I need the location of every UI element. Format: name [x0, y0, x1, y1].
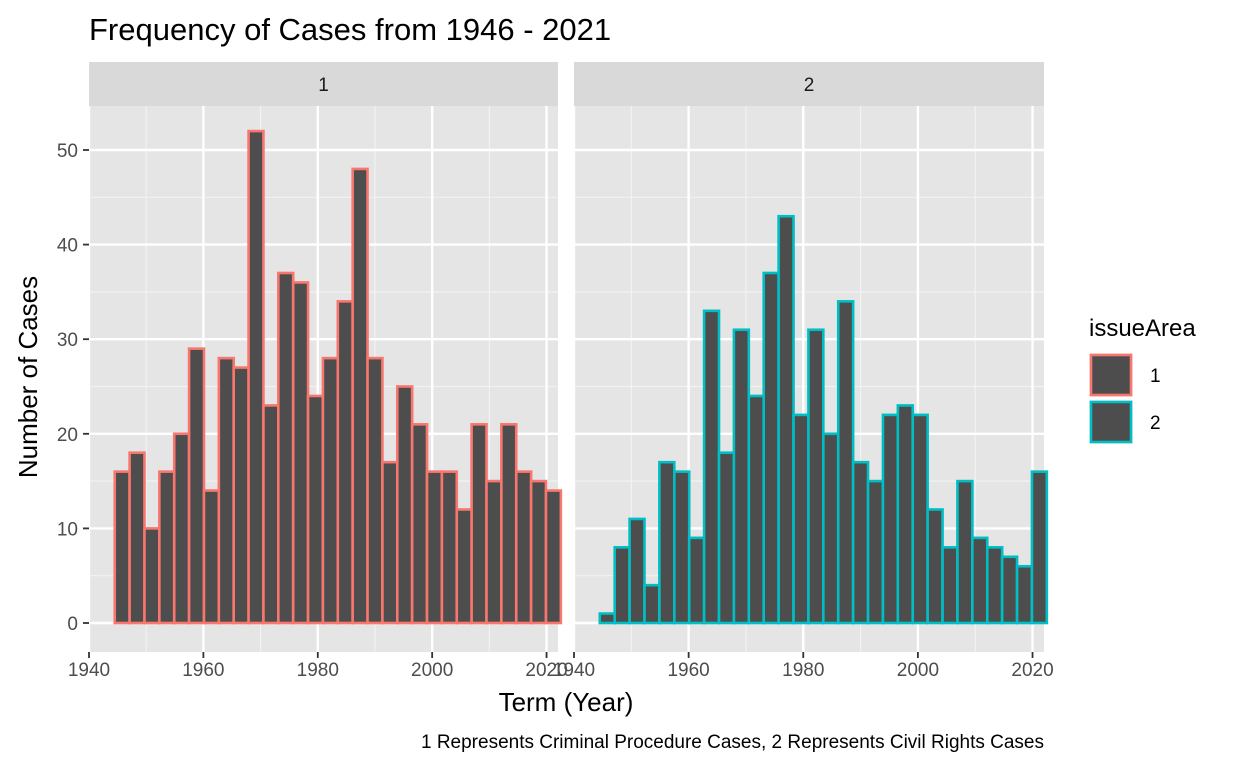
- histogram-bar: [291, 281, 310, 625]
- x-tick-label: 1940: [553, 660, 595, 681]
- histogram-bar: [792, 413, 810, 625]
- histogram-bar: [732, 328, 751, 625]
- histogram-bar: [747, 394, 766, 625]
- histogram-bar: [628, 517, 646, 625]
- histogram-bar: [971, 536, 989, 625]
- histogram-bar: [1000, 555, 1019, 625]
- histogram-bar: [158, 470, 176, 625]
- facet-panel-1: 1 1940 1960 1980 2000 2020 0 10 20 30 40 50: [57, 62, 568, 681]
- histogram-bar: [321, 356, 340, 625]
- histogram-bar: [544, 489, 563, 625]
- histogram-bar: [911, 413, 929, 625]
- legend-label: 1: [1150, 366, 1161, 387]
- legend-title: issueArea: [1089, 315, 1196, 342]
- x-axis-label: Term (Year): [499, 687, 634, 717]
- histogram-bar: [851, 460, 870, 625]
- x-tick-label: 1960: [182, 660, 224, 681]
- histogram-bar: [247, 129, 265, 625]
- histogram-bar: [128, 451, 146, 625]
- facet-panel-2: 2 1940 1960 1980 2000 2020: [553, 62, 1054, 681]
- facet-strip-2: [574, 62, 1044, 106]
- histogram-bar: [202, 489, 221, 625]
- histogram-bar: [277, 271, 295, 625]
- histogram-bar: [598, 612, 616, 625]
- y-tick-label: 50: [57, 141, 78, 162]
- histogram-bar: [762, 271, 780, 625]
- histogram-bar: [956, 479, 974, 625]
- histogram-bar: [470, 423, 488, 625]
- legend-key: [1089, 400, 1133, 444]
- legend-label: 2: [1150, 413, 1161, 434]
- histogram-bar: [896, 404, 915, 625]
- chart-title: Frequency of Cases from 1946 - 2021: [89, 12, 611, 47]
- legend-key: [1089, 353, 1133, 397]
- histogram-bar: [113, 470, 131, 625]
- histogram-bar: [529, 479, 548, 625]
- histogram-bar: [941, 546, 959, 625]
- x-tick-label: 1960: [667, 660, 709, 681]
- histogram-bar: [485, 479, 503, 625]
- histogram-bar: [673, 470, 691, 625]
- histogram-bar: [187, 347, 206, 625]
- histogram-bar: [351, 167, 369, 625]
- chart-caption: 1 Represents Criminal Procedure Cases, 2…: [421, 732, 1044, 753]
- histogram-bar: [172, 432, 191, 625]
- histogram-bar: [455, 508, 473, 625]
- y-tick-label: 20: [57, 425, 78, 446]
- histogram-bar: [613, 546, 631, 625]
- histogram-bar: [381, 460, 399, 625]
- histogram-bar: [1030, 470, 1049, 625]
- legend: issueArea 1 2: [1089, 315, 1196, 444]
- facet-strip-1: [89, 62, 558, 106]
- histogram-bar: [777, 214, 795, 625]
- histogram-bar: [336, 300, 354, 625]
- legend-item-1: 1: [1089, 353, 1161, 397]
- histogram-bar: [822, 432, 840, 625]
- histogram-bar: [262, 404, 280, 625]
- histogram-bar: [717, 451, 736, 625]
- histogram-bar: [643, 583, 661, 625]
- y-tick-label: 0: [67, 614, 78, 635]
- legend-item-2: 2: [1089, 400, 1161, 444]
- histogram-bar: [687, 536, 706, 625]
- facet-strip-label: 2: [804, 75, 815, 96]
- x-tick-label: 1980: [782, 660, 824, 681]
- y-axis-label: Number of Cases: [13, 276, 43, 478]
- histogram-bar: [232, 366, 250, 625]
- histogram-bar: [926, 508, 944, 625]
- histogram-bar: [143, 527, 161, 625]
- histogram-bar: [217, 356, 236, 625]
- x-tick-label: 2020: [525, 660, 567, 681]
- histogram-bar: [514, 470, 533, 625]
- x-tick-label: 2000: [411, 660, 453, 681]
- facet-strip-label: 1: [318, 75, 329, 96]
- histogram-bar: [866, 479, 885, 625]
- histogram-bar: [440, 470, 459, 625]
- histogram-bar: [836, 300, 855, 625]
- histogram-bar: [410, 423, 429, 625]
- x-tick-label: 2020: [1011, 660, 1053, 681]
- histogram-bar: [395, 385, 414, 625]
- histogram-bar: [306, 394, 325, 625]
- histogram-bar: [881, 413, 900, 625]
- histogram-bar: [500, 423, 518, 625]
- histogram-bar: [807, 328, 825, 625]
- y-tick-label: 10: [57, 519, 78, 540]
- histogram-bar: [985, 546, 1004, 625]
- y-tick-label: 40: [57, 236, 78, 257]
- x-tick-label: 2000: [897, 660, 939, 681]
- histogram-bar: [366, 356, 384, 625]
- histogram-bar: [702, 309, 721, 625]
- histogram-bar: [425, 470, 444, 625]
- x-tick-label: 1940: [68, 660, 110, 681]
- histogram-bar: [1015, 564, 1034, 625]
- y-tick-label: 30: [57, 330, 78, 351]
- x-tick-label: 1980: [297, 660, 339, 681]
- histogram-bar: [658, 460, 676, 625]
